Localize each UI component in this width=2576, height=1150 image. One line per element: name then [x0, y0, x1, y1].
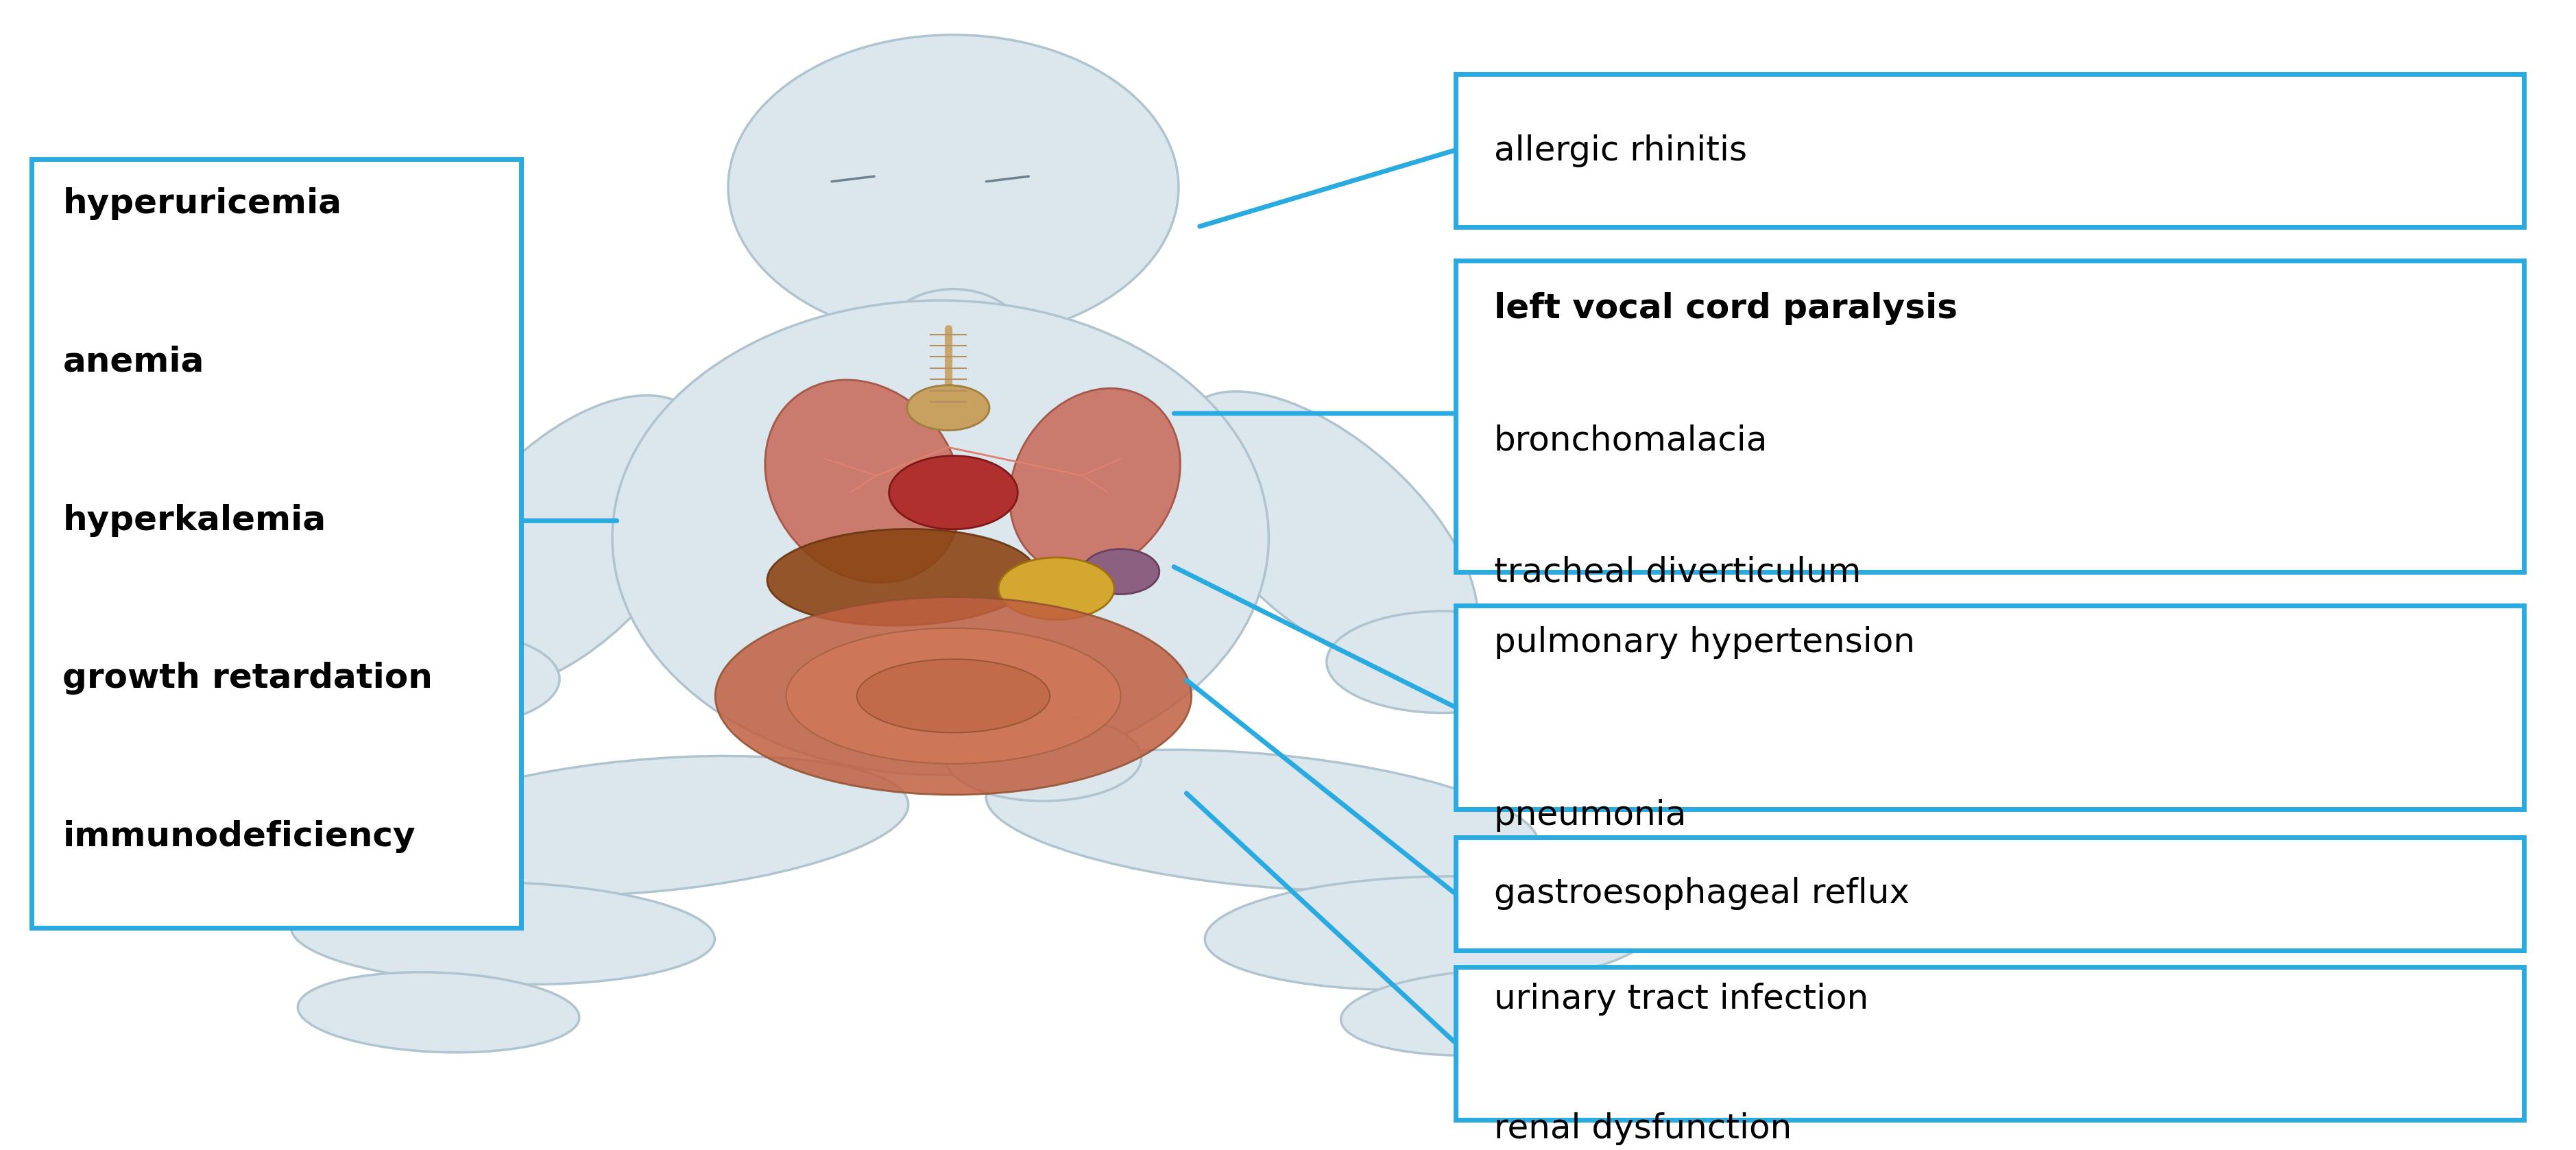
Circle shape — [1327, 611, 1558, 713]
Text: urinary tract infection: urinary tract infection — [1494, 982, 1868, 1015]
FancyBboxPatch shape — [1455, 967, 2524, 1120]
Text: immunodeficiency: immunodeficiency — [62, 820, 415, 853]
Text: hyperkalemia: hyperkalemia — [62, 504, 327, 537]
Ellipse shape — [889, 455, 1018, 529]
Circle shape — [343, 631, 559, 727]
Ellipse shape — [422, 396, 711, 691]
Ellipse shape — [884, 289, 1025, 391]
Ellipse shape — [999, 558, 1115, 620]
Text: growth retardation: growth retardation — [62, 662, 433, 695]
Ellipse shape — [907, 385, 989, 430]
Text: tracheal diverticulum: tracheal diverticulum — [1494, 557, 1860, 589]
Text: anemia: anemia — [62, 346, 204, 378]
Ellipse shape — [1010, 389, 1180, 574]
Ellipse shape — [613, 300, 1270, 775]
Text: left vocal cord paralysis: left vocal cord paralysis — [1494, 292, 1958, 324]
FancyBboxPatch shape — [1455, 261, 2524, 572]
Text: gastroesophageal reflux: gastroesophageal reflux — [1494, 877, 1909, 910]
Ellipse shape — [291, 882, 714, 984]
FancyBboxPatch shape — [1455, 837, 2524, 950]
Ellipse shape — [1082, 549, 1159, 595]
Ellipse shape — [786, 628, 1121, 764]
FancyBboxPatch shape — [1455, 75, 2524, 227]
Ellipse shape — [768, 529, 1036, 626]
Ellipse shape — [729, 34, 1180, 340]
Ellipse shape — [1206, 876, 1654, 990]
Ellipse shape — [987, 750, 1538, 891]
Ellipse shape — [765, 380, 961, 583]
Ellipse shape — [858, 659, 1051, 733]
Ellipse shape — [1342, 969, 1646, 1056]
Ellipse shape — [1175, 391, 1479, 673]
Text: bronchomalacia: bronchomalacia — [1494, 424, 1767, 457]
FancyBboxPatch shape — [1455, 606, 2524, 808]
Text: renal dysfunction: renal dysfunction — [1494, 1112, 1793, 1145]
Text: pulmonary hypertension: pulmonary hypertension — [1494, 626, 1914, 659]
Text: hyperuricemia: hyperuricemia — [62, 187, 343, 221]
Text: pneumonia: pneumonia — [1494, 799, 1687, 831]
Ellipse shape — [299, 972, 580, 1052]
FancyBboxPatch shape — [31, 159, 520, 928]
Circle shape — [945, 715, 1141, 802]
Ellipse shape — [381, 756, 909, 896]
Text: allergic rhinitis: allergic rhinitis — [1494, 135, 1747, 167]
Ellipse shape — [716, 597, 1193, 795]
